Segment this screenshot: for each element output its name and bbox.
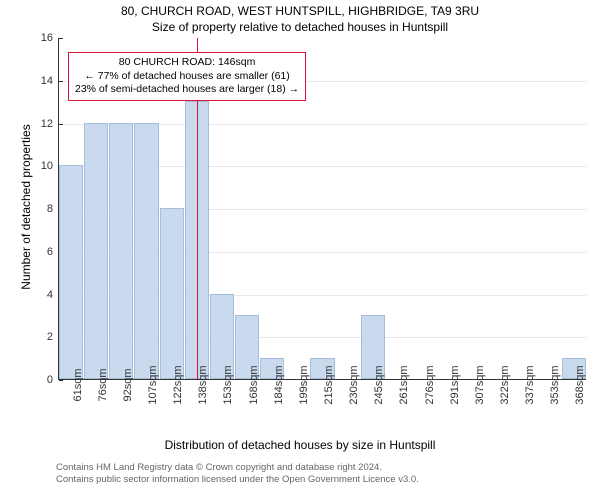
x-tick-label: 368sqm	[574, 365, 586, 404]
x-tick-label: 307sqm	[474, 365, 486, 404]
histogram-chart: 80, CHURCH ROAD, WEST HUNTSPILL, HIGHBRI…	[0, 0, 600, 500]
y-tick-label: 16	[41, 32, 59, 44]
y-tick-label: 6	[47, 246, 59, 258]
x-tick-label: 92sqm	[122, 368, 134, 401]
x-tick-label: 337sqm	[524, 365, 536, 404]
annotation-line-3: 23% of semi-detached houses are larger (…	[75, 83, 299, 97]
x-tick-label: 215sqm	[323, 365, 335, 404]
x-tick-label: 230sqm	[348, 365, 360, 404]
histogram-bar	[134, 123, 158, 380]
x-tick-label: 291sqm	[449, 365, 461, 404]
x-tick-label: 76sqm	[97, 368, 109, 401]
x-tick-label: 138sqm	[197, 365, 209, 404]
x-tick-label: 122sqm	[172, 365, 184, 404]
x-tick-label: 199sqm	[298, 365, 310, 404]
x-tick-label: 168sqm	[248, 365, 260, 404]
x-axis-label: Distribution of detached houses by size …	[0, 438, 600, 452]
histogram-bar	[84, 123, 108, 380]
x-tick-label: 107sqm	[147, 365, 159, 404]
x-tick-label: 61sqm	[72, 368, 84, 401]
chart-subtitle: Size of property relative to detached ho…	[0, 18, 600, 34]
x-tick-label: 261sqm	[398, 365, 410, 404]
chart-title: 80, CHURCH ROAD, WEST HUNTSPILL, HIGHBRI…	[0, 0, 600, 18]
histogram-bar	[59, 165, 83, 379]
x-tick-label: 184sqm	[273, 365, 285, 404]
y-tick-label: 0	[47, 374, 59, 386]
x-tick-label: 245sqm	[373, 365, 385, 404]
y-tick-label: 10	[41, 160, 59, 172]
x-tick-label: 353sqm	[549, 365, 561, 404]
y-tick-label: 8	[47, 203, 59, 215]
y-tick-label: 2	[47, 331, 59, 343]
x-tick-label: 322sqm	[499, 365, 511, 404]
annotation-line-2: ← 77% of detached houses are smaller (61…	[75, 70, 299, 84]
histogram-bar	[109, 123, 133, 380]
x-tick-label: 276sqm	[424, 365, 436, 404]
y-tick-label: 12	[41, 118, 59, 130]
y-axis-label: Number of detached properties	[19, 107, 33, 307]
y-tick-label: 4	[47, 289, 59, 301]
annotation-line-1: 80 CHURCH ROAD: 146sqm	[75, 56, 299, 70]
footer-line-2: Contains public sector information licen…	[56, 474, 419, 486]
histogram-bar	[160, 208, 184, 379]
annotation-box: 80 CHURCH ROAD: 146sqm ← 77% of detached…	[68, 52, 306, 101]
footer-attribution: Contains HM Land Registry data © Crown c…	[56, 462, 419, 487]
x-tick-label: 153sqm	[222, 365, 234, 404]
y-tick-label: 14	[41, 75, 59, 87]
footer-line-1: Contains HM Land Registry data © Crown c…	[56, 462, 419, 474]
